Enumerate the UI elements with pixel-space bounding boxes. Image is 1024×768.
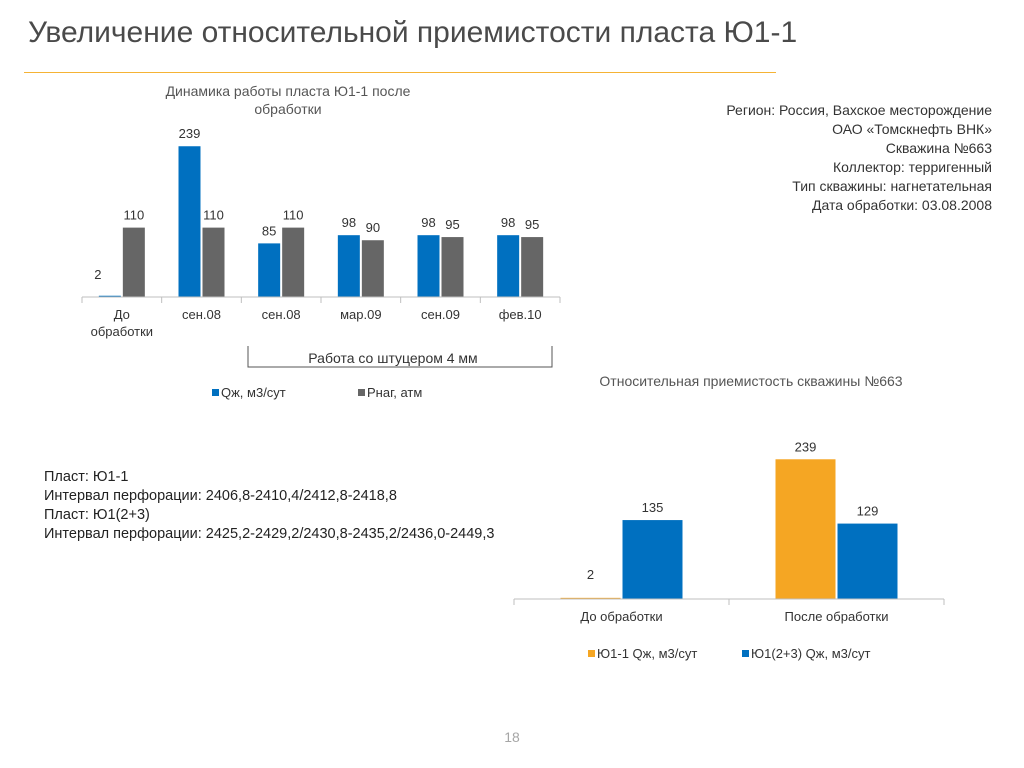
chart1-bar-p-3	[361, 240, 384, 297]
well-info: Регион: Россия, Вахское месторождение ОА…	[726, 101, 992, 215]
page-number: 18	[504, 729, 520, 745]
info-well-type: Тип скважины: нагнетательная	[792, 178, 992, 194]
chart1-bar-p-1	[202, 227, 225, 297]
chart2-legend-label: Ю1(2+3) Qж, м3/сут	[751, 646, 870, 661]
chart2-value-label: 2	[587, 567, 594, 582]
chart1-legend-label: Qж, м3/сут	[221, 385, 286, 400]
chart1-value-label: 95	[445, 217, 459, 232]
chart1-legend-swatch	[212, 389, 219, 396]
chart1-category-label: сен.08	[262, 307, 301, 322]
chart1-value-label: 2	[94, 267, 101, 282]
chart1-legend-swatch	[358, 389, 365, 396]
info-region: Регион: Россия, Вахское месторождение	[726, 102, 992, 118]
chart1-bar-q-3	[337, 235, 360, 297]
chart2-value-label: 129	[857, 504, 879, 519]
chart1-bar-p-4	[441, 237, 464, 297]
info-treatment-date: Дата обработки: 03.08.2008	[812, 197, 992, 213]
chart1-value-label: 98	[501, 215, 515, 230]
chart2-value-label: 239	[795, 439, 817, 454]
chart2-legend-swatch	[588, 650, 595, 657]
layer-2-perforation: Интервал перфорации: 2425,2-2429,2/2430,…	[44, 526, 495, 542]
chart1-value-label: 239	[179, 126, 201, 141]
title-underline	[24, 72, 776, 73]
chart2-bar-yu1-1-1	[775, 459, 836, 599]
chart1-annotation-bracket	[247, 346, 553, 368]
chart1-bar-q-0	[98, 295, 121, 297]
chart1-category-label: сен.08	[182, 307, 221, 322]
layer-1: Пласт: Ю1-1	[44, 469, 129, 485]
chart1-bar-q-5	[497, 235, 520, 297]
chart1-value-label: 90	[366, 220, 380, 235]
chart2-legend-swatch	[742, 650, 749, 657]
chart1-value-label: 110	[283, 208, 304, 223]
chart2-category-label: До обработки	[580, 609, 662, 624]
chart1-category-label: обработки	[91, 324, 153, 339]
chart1-title-line: обработки	[254, 101, 321, 117]
chart2-title: Относительная приемистость скважины №663	[599, 373, 902, 389]
chart1-legend-label: Pнаг, атм	[367, 385, 422, 400]
info-collector: Коллектор: терригенный	[832, 159, 992, 175]
chart2-bar-yu1-23-0	[622, 520, 683, 599]
chart1-value-label: 110	[203, 208, 224, 223]
chart1-title-line: Динамика работы пласта Ю1-1 после	[166, 83, 411, 99]
layer-1-perforation: Интервал перфорации: 2406,8-2410,4/2412,…	[44, 488, 397, 504]
chart2-category-label: После обработки	[785, 609, 889, 624]
chart1-category-label: сен.09	[421, 307, 460, 322]
chart1-bar-p-2	[282, 227, 305, 297]
chart1-bar-q-4	[417, 235, 440, 297]
chart1-bar-q-2	[258, 243, 281, 297]
chart1-bar-p-0	[122, 227, 145, 297]
chart1-value-label: 110	[123, 208, 144, 223]
chart1-category-label: До	[114, 307, 130, 322]
chart1-bar-p-5	[521, 237, 544, 297]
layer-info: Пласт: Ю1-1 Интервал перфорации: 2406,8-…	[44, 468, 494, 544]
chart2-bar-yu1-23-1	[837, 523, 898, 599]
chart1-category-label: мар.09	[340, 307, 381, 322]
slide-title: Увеличение относительной приемистости пл…	[28, 16, 798, 49]
chart2-value-label: 135	[642, 500, 664, 515]
chart1-bar-q-1	[178, 146, 201, 297]
chart1-category-label: фев.10	[499, 307, 542, 322]
info-company: ОАО «Томскнефть ВНК»	[832, 121, 992, 137]
layer-2: Пласт: Ю1(2+3)	[44, 507, 150, 523]
chart2-legend-label: Ю1-1 Qж, м3/сут	[597, 646, 697, 661]
chart1-value-label: 95	[525, 217, 539, 232]
chart2-bar-yu1-1-0	[560, 597, 621, 599]
info-well: Скважина №663	[885, 140, 992, 156]
chart1-value-label: 98	[342, 215, 356, 230]
chart1-annotation-label: Работа со штуцером 4 мм	[308, 350, 477, 366]
chart1-value-label: 85	[262, 223, 276, 238]
chart1-value-label: 98	[421, 215, 435, 230]
